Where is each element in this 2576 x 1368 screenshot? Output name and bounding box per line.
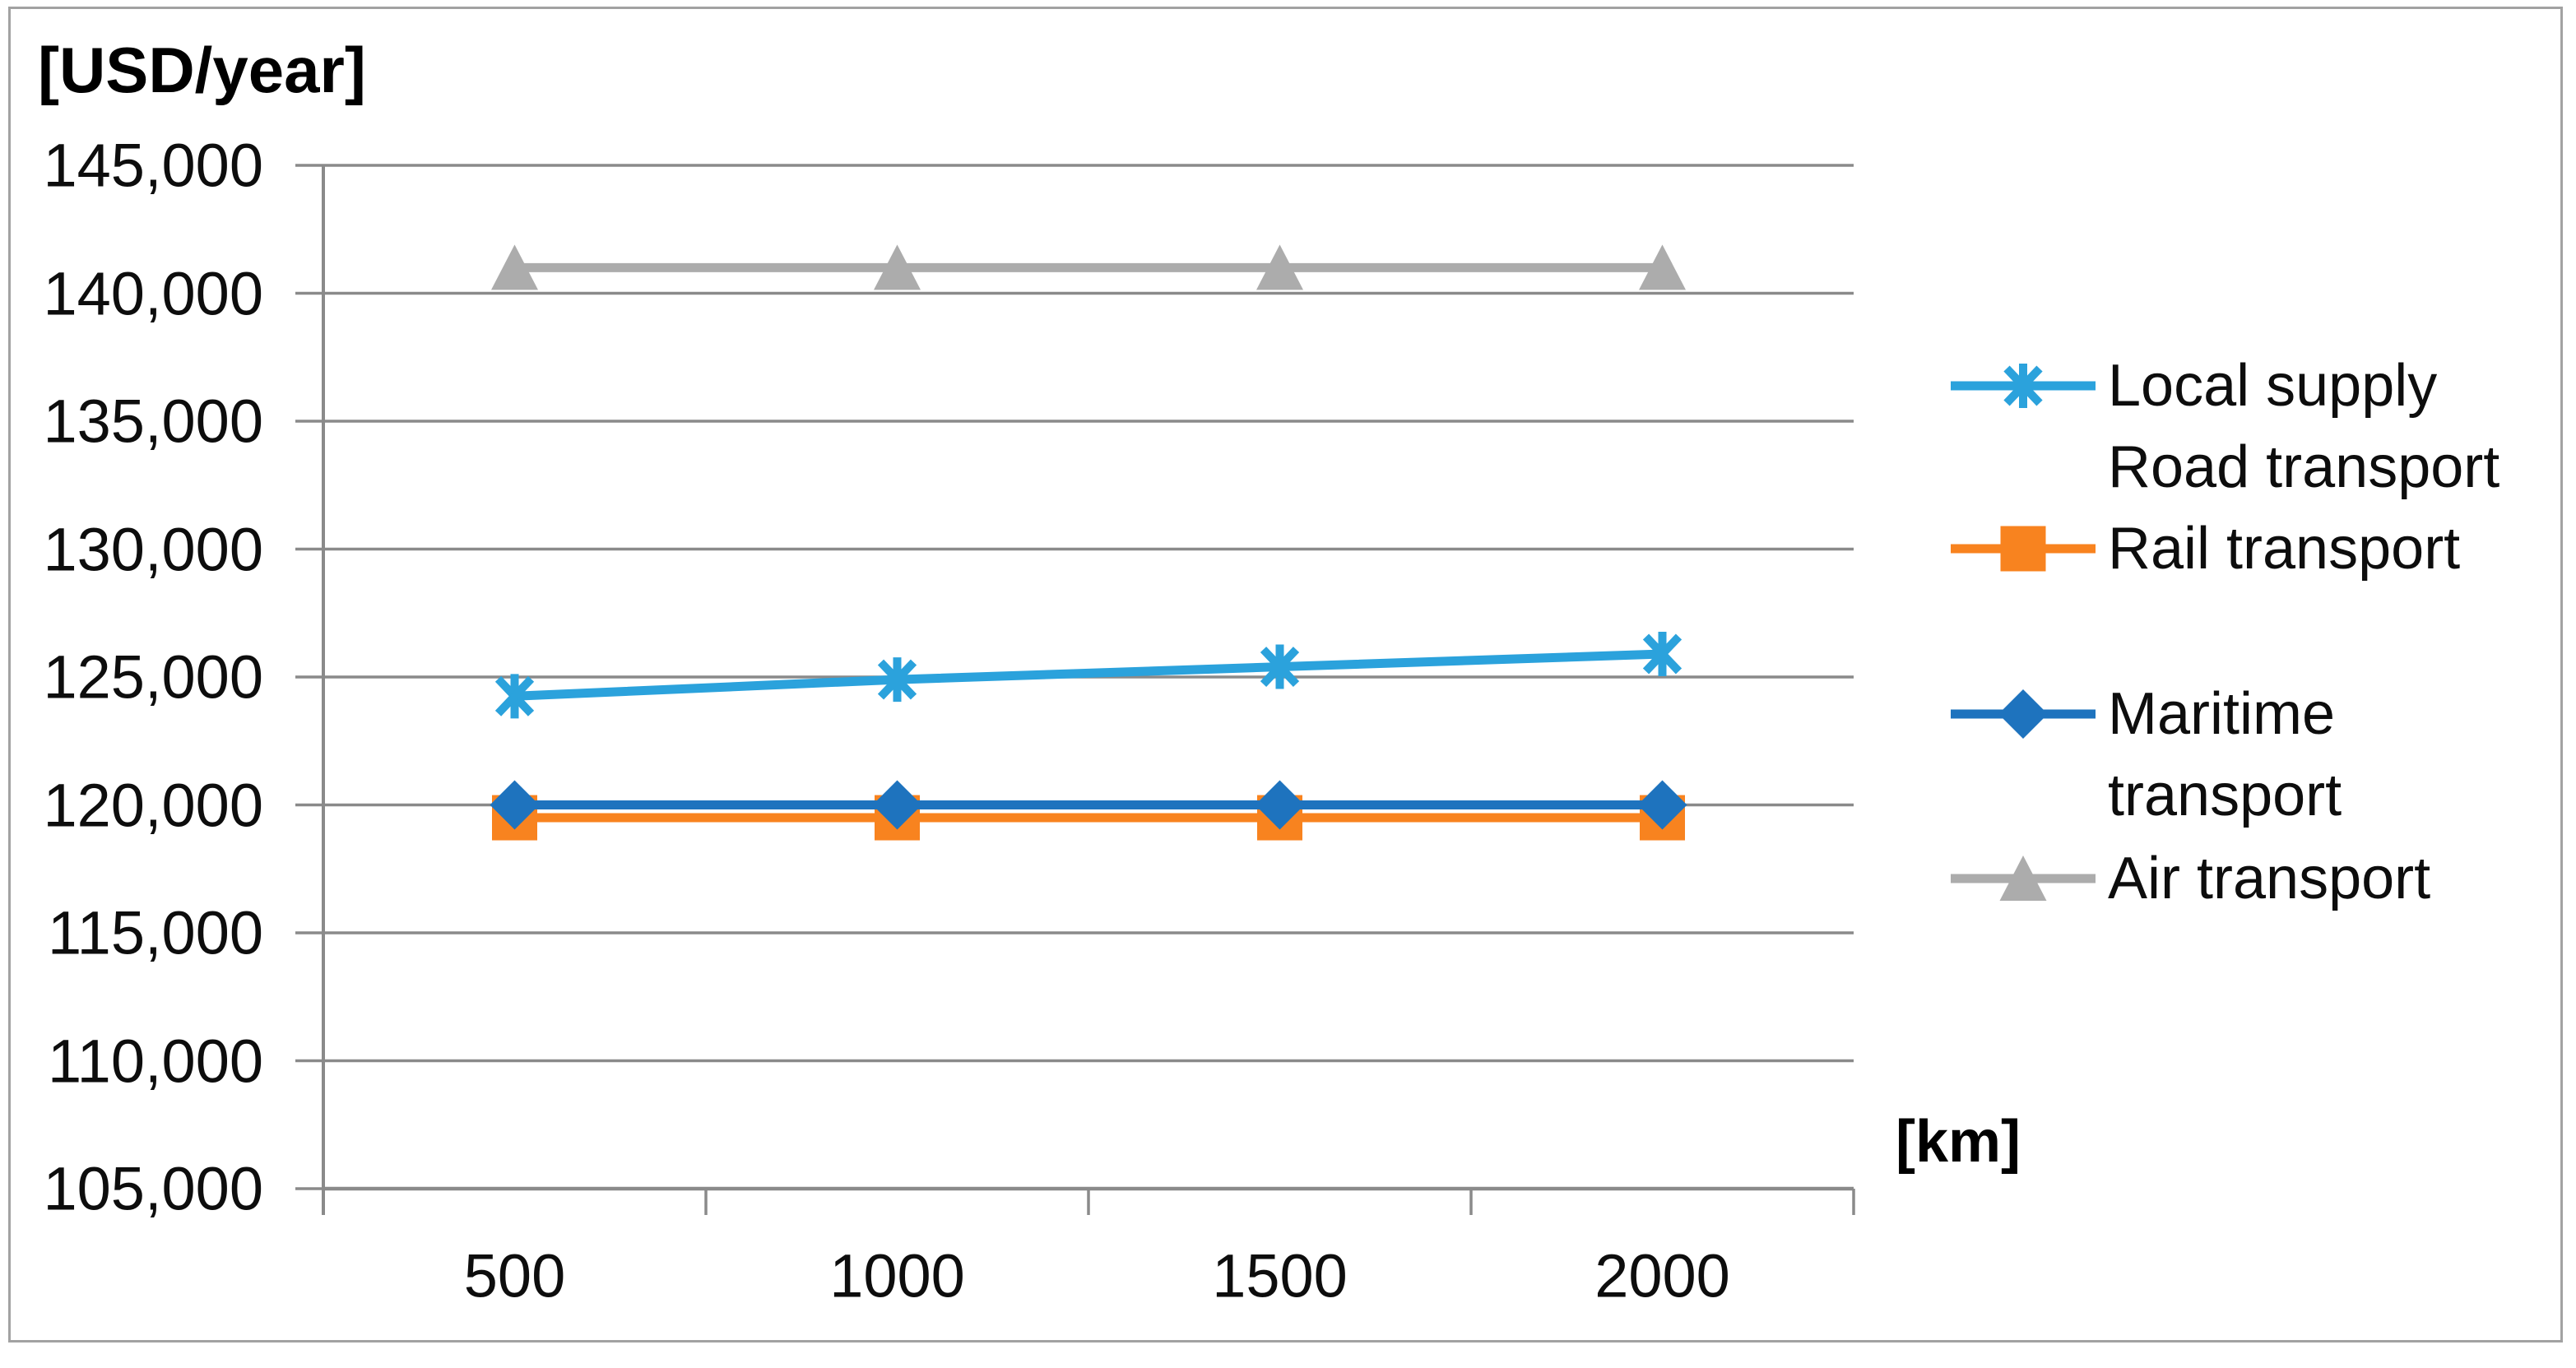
y-axis-unit-label: [USD/year] bbox=[38, 34, 366, 106]
x-axis-tick-label: 1500 bbox=[1212, 1241, 1348, 1310]
legend-label-maritime-transport-line1: Maritime bbox=[2108, 681, 2336, 747]
legend-label-local-supply-road-transport-line1: Local supply bbox=[2108, 353, 2438, 419]
y-axis-tick-label: 105,000 bbox=[43, 1154, 264, 1223]
y-axis-tick-label: 130,000 bbox=[43, 515, 264, 583]
series-air-transport-marker bbox=[1256, 244, 1303, 290]
series-air-transport-marker bbox=[491, 244, 538, 290]
series-maritime-transport-marker bbox=[490, 780, 540, 830]
y-axis-tick-label: 120,000 bbox=[43, 771, 264, 839]
y-axis-tick-label: 135,000 bbox=[43, 387, 264, 456]
series-local-supply-road-transport-marker bbox=[877, 659, 917, 700]
series-local-supply-road-transport-marker bbox=[1260, 647, 1300, 688]
series-maritime-transport-marker bbox=[872, 780, 922, 830]
legend-label-rail-transport-line1: Rail transport bbox=[2108, 516, 2461, 582]
y-axis-tick-label: 110,000 bbox=[48, 1027, 263, 1095]
legend-label-maritime-transport-line2: transport bbox=[2108, 763, 2342, 828]
y-axis-tick-label: 140,000 bbox=[43, 259, 264, 327]
series-air-transport-marker bbox=[1639, 244, 1686, 290]
series-local-supply-road-transport-marker bbox=[1642, 633, 1683, 675]
series-maritime-transport-marker bbox=[1255, 780, 1305, 830]
legend-label-local-supply-road-transport-line2: Road transport bbox=[2108, 434, 2500, 500]
x-axis-tick-label: 1000 bbox=[829, 1241, 965, 1310]
series-local-supply-road-transport-marker bbox=[494, 675, 535, 716]
x-axis-tick-label: 2000 bbox=[1594, 1241, 1730, 1310]
series-air-transport-marker bbox=[874, 244, 921, 290]
x-axis-tick-label: 500 bbox=[463, 1241, 566, 1310]
y-axis-tick-label: 115,000 bbox=[48, 898, 263, 967]
series-local-supply-road-transport-line bbox=[514, 649, 1663, 701]
legend-label-air-transport-line1: Air transport bbox=[2108, 846, 2431, 911]
x-axis-unit-label: [km] bbox=[1895, 1109, 2021, 1175]
chart-outer-border bbox=[8, 7, 2563, 1342]
y-axis-tick-label: 145,000 bbox=[43, 131, 264, 200]
y-axis-tick-label: 125,000 bbox=[43, 642, 264, 712]
series-maritime-transport-marker bbox=[1637, 780, 1687, 830]
